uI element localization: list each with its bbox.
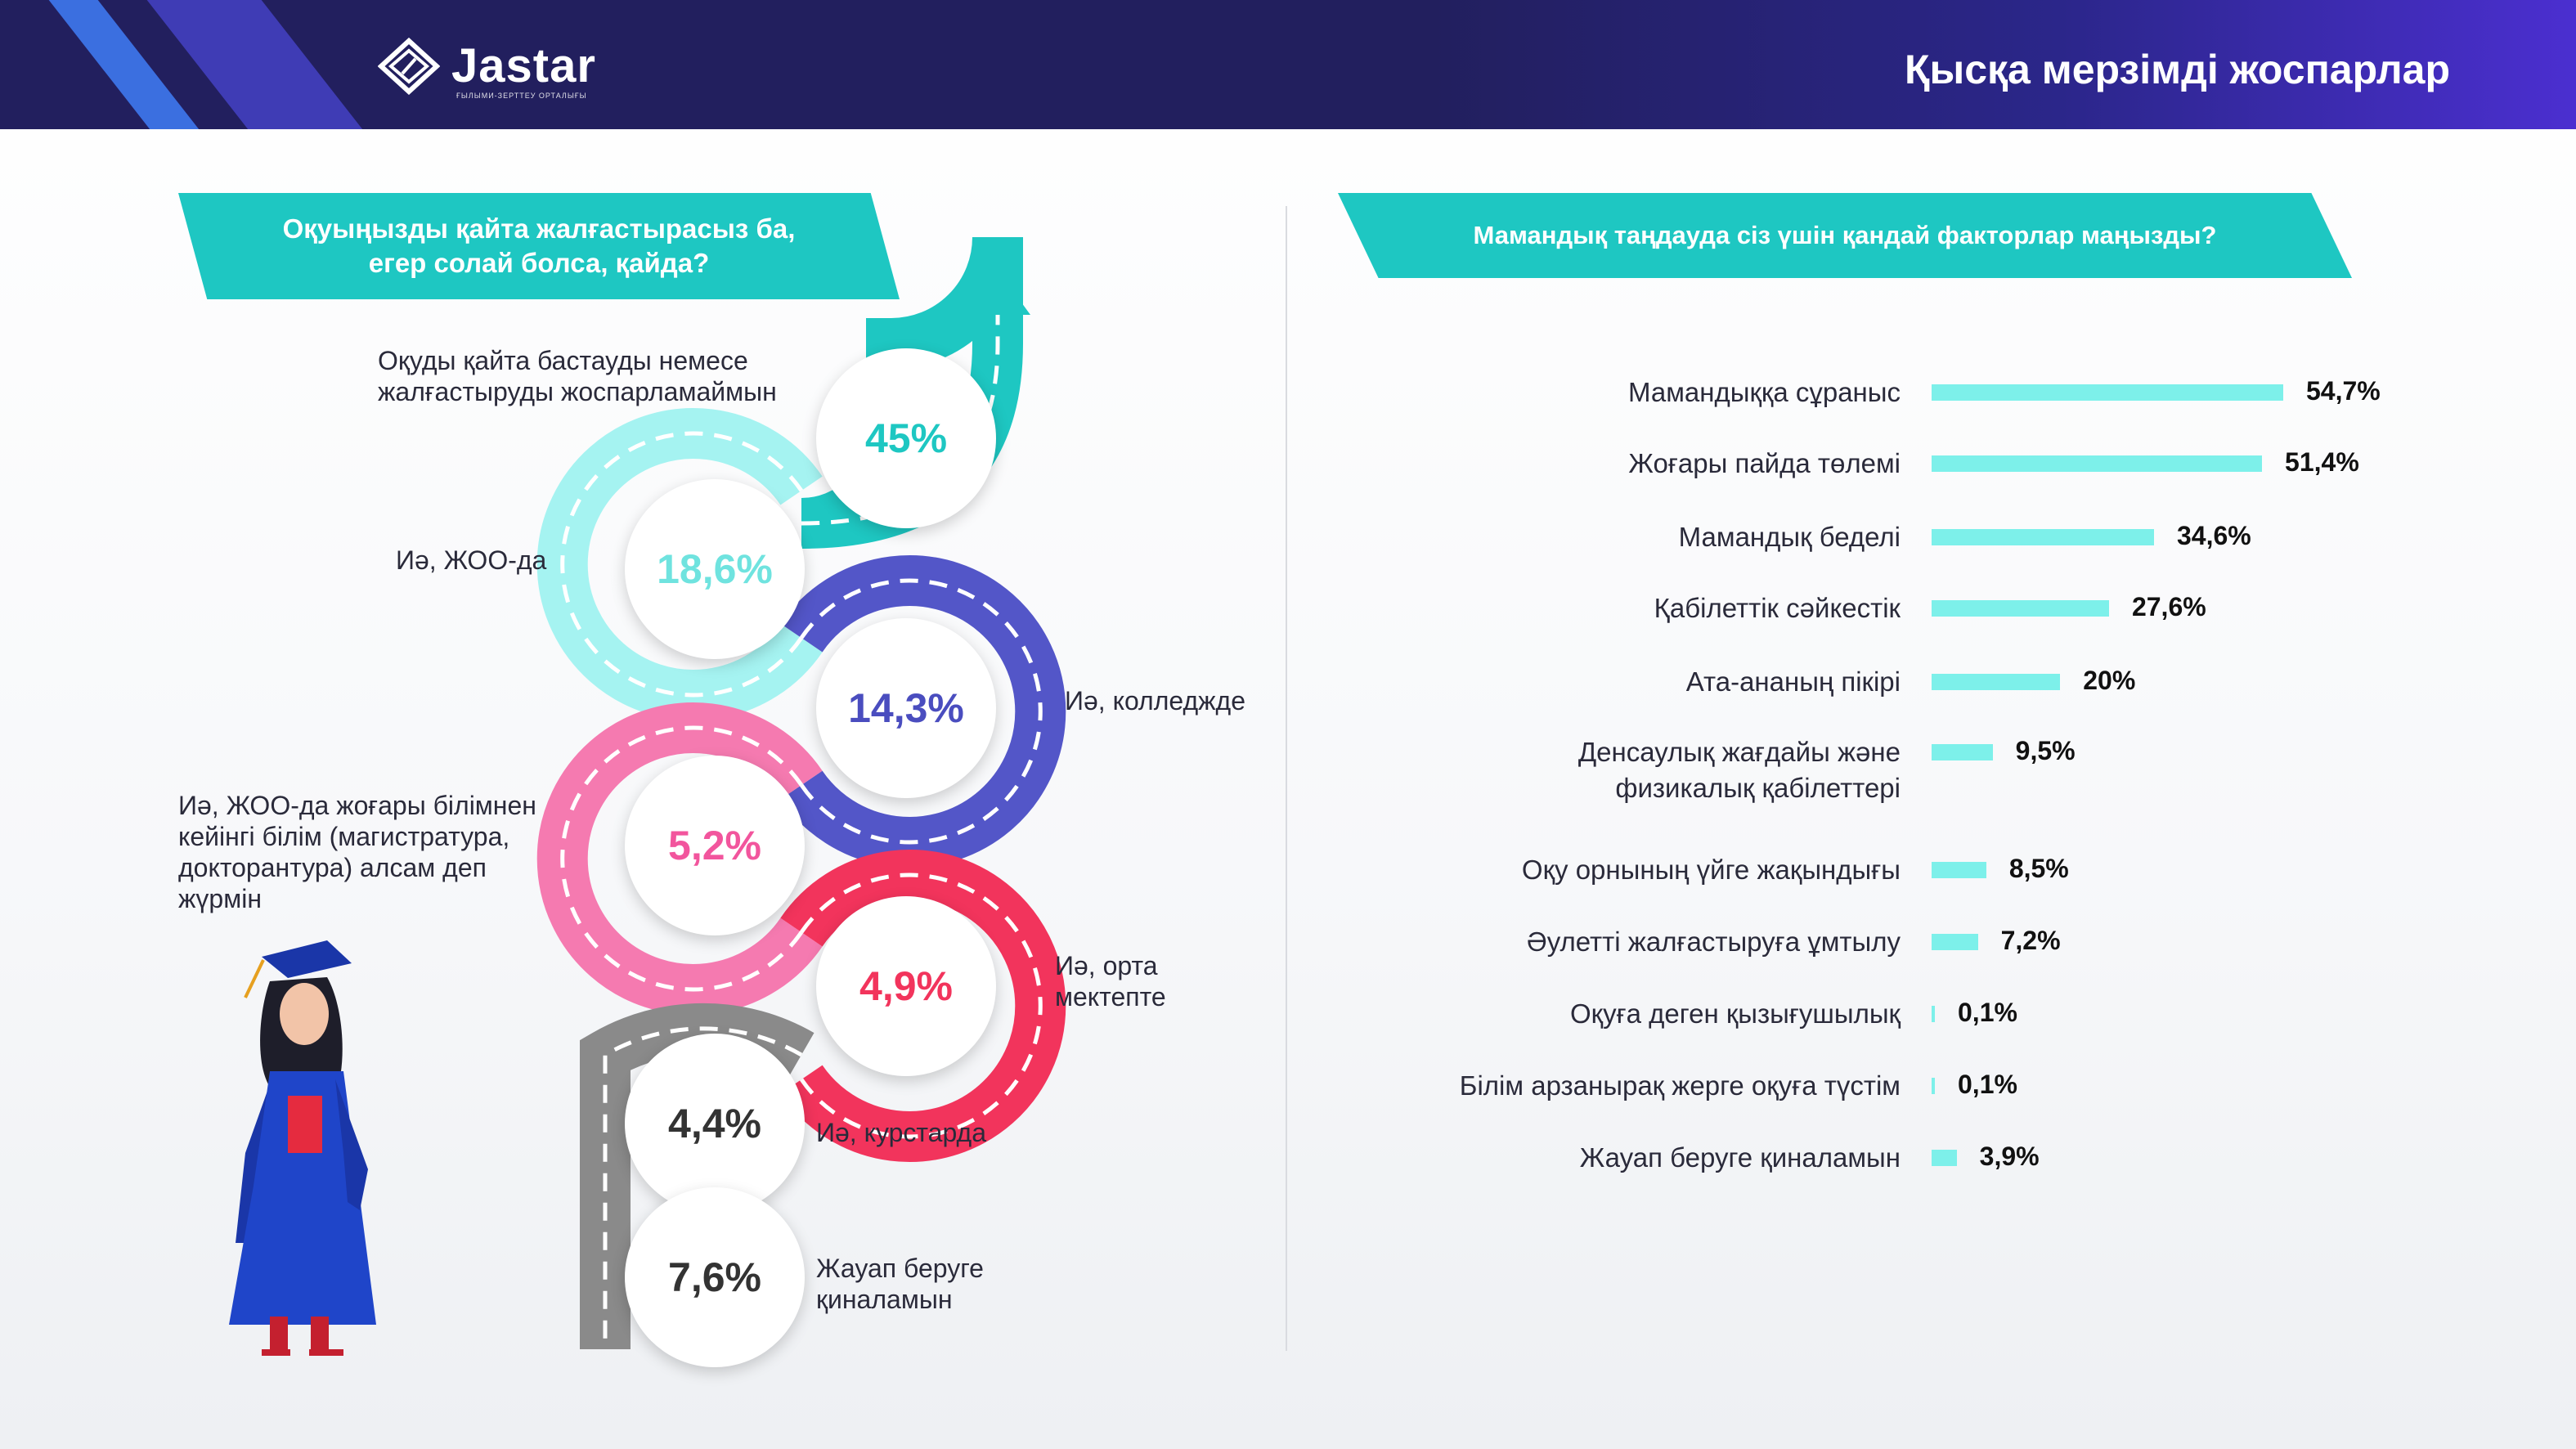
bar-category-label: Жоғары пайда төлемі [1628, 446, 1901, 482]
jastar-logo: Jastar ҒЫЛЫМИ-ЗЕРТТЕУ ОРТАЛЫҒЫ [378, 38, 596, 100]
bar [1932, 1150, 1957, 1166]
panel-divider [1286, 206, 1287, 1351]
logo-text: Jastar [451, 39, 596, 92]
bar [1932, 674, 2061, 690]
bar-category-label: Жауап беруге қиналамын [1580, 1140, 1901, 1176]
bar-category-line: Оқу орнының үйге жақындығы [1521, 855, 1901, 885]
segment-label: Иә, орта мектепте [1055, 951, 1166, 1012]
pct-circle-14-3: 14,3% [816, 618, 996, 798]
right-question-banner: Мамандық таңдауда сіз үшін қандай фактор… [1338, 193, 2352, 278]
bar-category-line: Мамандық беделі [1678, 522, 1901, 552]
logo-subtext: ҒЫЛЫМИ-ЗЕРТТЕУ ОРТАЛЫҒЫ [456, 92, 587, 100]
bar [1932, 744, 1993, 760]
bar-value-label: 0,1% [1958, 998, 2017, 1027]
bar [1932, 384, 2283, 401]
bar-value-label: 34,6% [2176, 521, 2251, 550]
bar-category-line: Оқуға деген қызығушылық [1570, 998, 1901, 1029]
bar-value-label: 9,5% [2015, 736, 2076, 765]
bar-value-label: 0,1% [1958, 1070, 2017, 1099]
bar-value-label: 27,6% [2131, 592, 2206, 621]
bar [1932, 1078, 1935, 1094]
bar-category-line: Қабілеттік сәйкестік [1654, 593, 1901, 623]
bar-value-label: 3,9% [1979, 1142, 2040, 1171]
bar-category-line: Мамандыққа сұраныс [1628, 377, 1901, 407]
pct-circle-4-4: 4,4% [625, 1034, 805, 1213]
segment-label: Иә, ЖОО-да [396, 545, 547, 575]
right-question-text: Мамандық таңдауда сіз үшін қандай фактор… [1473, 221, 2217, 249]
bar-category-line: Ата-ананың пікірі [1685, 666, 1901, 697]
bar-value-label: 7,2% [2000, 926, 2061, 955]
jastar-logo-icon [378, 38, 440, 95]
segment-label: Иә, колледжде [1065, 686, 1246, 716]
bar-category-label: Қабілеттік сәйкестік [1654, 590, 1901, 626]
header-gradient [1431, 0, 2576, 129]
bar-category-label: Әулетті жалғастыруға ұмтылу [1527, 924, 1901, 960]
segment-label: Жауап беруге қиналамын [816, 1254, 984, 1314]
pct-circle-7-6: 7,6% [625, 1187, 805, 1367]
bar-category-label: Мамандық беделі [1679, 519, 1901, 555]
bar-category-label: Оқу орнының үйге жақындығы [1522, 852, 1901, 888]
bar [1932, 455, 2263, 472]
bar-category-line: физикалық қабілеттері [1615, 773, 1901, 803]
bar-category-label: Денсаулық жағдайы және физикалық қабілетт… [1578, 734, 1901, 806]
bar-value-label: 54,7% [2306, 376, 2381, 406]
bar [1932, 934, 1978, 950]
bar-category-line: Әулетті жалғастыруға ұмтылу [1526, 926, 1901, 957]
segment-label: Оқуды қайта бастауды немесе жалғастыруды… [378, 346, 777, 406]
bar-category-label: Білім арзанырақ жерге оқуға түстім [1460, 1068, 1901, 1104]
bar-category-line: Жауап беруге қиналамын [1579, 1142, 1901, 1173]
bar [1932, 1006, 1935, 1022]
segment-label: Иә, ЖОО-да жоғары білімнен кейінгі білім… [178, 791, 536, 913]
bar-category-label: Оқуға деген қызығушылық [1570, 996, 1901, 1032]
bar-value-label: 51,4% [2285, 447, 2359, 477]
left-question-line: егер солай болса, қайда? [368, 248, 710, 278]
bar [1932, 529, 2154, 545]
bar-value-label: 20% [2083, 666, 2136, 695]
pct-circle-4-9: 4,9% [816, 896, 996, 1076]
left-question-line: Оқуыңызды қайта жалғастырасыз ба, [282, 213, 796, 244]
segment-label: Иә, курстарда [816, 1118, 986, 1147]
header-bar: Jastar ҒЫЛЫМИ-ЗЕРТТЕУ ОРТАЛЫҒЫ Қысқа мер… [0, 0, 2576, 129]
up-arrow-icon [965, 270, 1030, 315]
bar-value-label: 8,5% [2008, 854, 2069, 883]
pct-circle-18-6: 18,6% [625, 479, 805, 659]
graduate-girl-illustration [229, 940, 376, 1356]
left-question-banner: Оқуыңызды қайта жалғастырасыз ба, егер с… [178, 193, 900, 299]
bar [1932, 862, 1986, 878]
pct-circle-5-2: 5,2% [625, 756, 805, 935]
bar-category-line: Білім арзанырақ жерге оқуға түстім [1459, 1070, 1901, 1101]
pct-circle-45: 45% [816, 348, 996, 528]
bar-category-line: Денсаулық жағдайы және [1577, 737, 1901, 767]
bar-category-label: Ата-ананың пікірі [1686, 664, 1901, 700]
bar-category-label: Мамандыққа сұраныс [1628, 375, 1901, 410]
bar [1932, 600, 2109, 617]
bar-category-line: Жоғары пайда төлемі [1628, 448, 1901, 478]
page-title: Қысқа мерзімді жоспарлар [1905, 47, 2450, 92]
